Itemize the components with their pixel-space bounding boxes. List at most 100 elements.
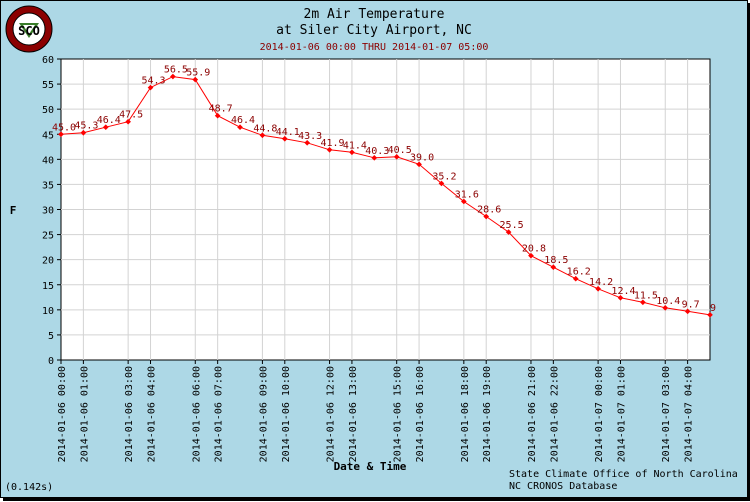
data-label: 9 (710, 303, 716, 314)
data-point (707, 312, 713, 318)
data-label: 39.0 (410, 152, 434, 163)
data-label: 12.4 (611, 286, 635, 297)
x-tick-label: 2014-01-06 00:00 (57, 366, 68, 462)
data-point (214, 112, 221, 119)
y-tick-label: 40 (42, 155, 54, 166)
data-label: 55.9 (186, 68, 210, 79)
x-tick-label: 2014-01-06 21:00 (527, 366, 538, 462)
data-point (595, 285, 601, 292)
credit-line-1: State Climate Office of North Carolina (509, 469, 738, 480)
data-label: 40.5 (388, 145, 412, 156)
y-tick-label: 55 (42, 80, 54, 91)
data-point (80, 129, 87, 136)
data-point (483, 213, 490, 220)
data-point (259, 132, 266, 139)
x-tick-label: 2014-01-06 04:00 (147, 366, 158, 462)
data-label: 25.5 (500, 220, 524, 231)
data-point (349, 149, 355, 156)
x-tick-label: 2014-01-07 03:00 (661, 366, 672, 462)
x-tick-label: 2014-01-06 15:00 (393, 366, 404, 462)
sco-logo: SCO (5, 5, 53, 53)
x-tick-label: 2014-01-07 04:00 (684, 366, 695, 462)
data-label: 31.6 (455, 189, 479, 200)
y-tick-label: 45 (42, 130, 54, 141)
x-axis-ticks: 2014-01-06 00:00 2014-01-06 01:00 2014-01-… (57, 360, 695, 462)
data-label: 18.5 (544, 255, 568, 266)
data-label: 47.5 (119, 110, 143, 121)
data-label: 10.4 (656, 296, 680, 307)
data-labels: 45.045.346.447.554.356.555.948.746.444.8… (52, 65, 716, 314)
data-label: 9.7 (682, 299, 700, 310)
data-point (684, 308, 691, 315)
data-point (662, 304, 669, 311)
grid-lines (61, 59, 710, 360)
x-tick-label: 2014-01-06 19:00 (482, 366, 493, 462)
data-point (550, 264, 557, 271)
data-point (572, 275, 579, 282)
data-point (371, 154, 378, 161)
x-tick-label: 2014-01-06 01:00 (79, 366, 90, 462)
data-label: 16.2 (567, 267, 591, 278)
y-tick-label: 50 (42, 105, 54, 116)
data-label: 48.7 (209, 104, 233, 115)
data-label: 44.1 (276, 127, 300, 138)
data-point (505, 229, 512, 235)
x-tick-label: 2014-01-06 10:00 (281, 366, 292, 462)
chart-subtitle: at Siler City Airport, NC (276, 23, 472, 38)
x-tick-label: 2014-01-07 01:00 (616, 366, 627, 462)
data-point (170, 73, 176, 80)
y-axis-label: F (10, 204, 17, 217)
y-tick-label: 15 (42, 281, 54, 292)
data-label: 11.5 (634, 290, 658, 301)
y-tick-label: 30 (42, 206, 54, 217)
data-point (304, 139, 311, 146)
logo-text: SCO (18, 24, 40, 38)
chart-title: 2m Air Temperature (304, 7, 445, 22)
data-point (147, 84, 154, 91)
x-tick-label: 2014-01-06 22:00 (549, 366, 560, 462)
data-point (640, 299, 646, 306)
data-point (528, 252, 534, 259)
render-time: (0.142s) (5, 482, 53, 493)
x-tick-label: 2014-01-06 09:00 (258, 366, 269, 462)
data-point (192, 76, 199, 83)
y-tick-label: 60 (42, 55, 54, 66)
data-label: 45.3 (74, 121, 98, 132)
data-point (281, 135, 288, 142)
series-line (60, 76, 711, 316)
data-label: 43.3 (298, 131, 322, 142)
x-tick-label: 2014-01-06 16:00 (415, 366, 426, 462)
y-axis-ticks: 0 5 10 15 20 25 30 35 40 45 50 55 60 (42, 55, 61, 367)
y-tick-label: 5 (48, 331, 54, 342)
data-label: 44.8 (253, 123, 277, 134)
x-tick-label: 2014-01-07 00:00 (594, 366, 605, 462)
data-point (416, 161, 422, 168)
x-tick-label: 2014-01-06 13:00 (348, 366, 359, 462)
data-label: 20.8 (522, 244, 546, 255)
x-tick-label: 2014-01-06 07:00 (214, 366, 225, 462)
data-point (102, 124, 109, 131)
data-label: 56.5 (164, 65, 188, 76)
data-point (460, 198, 467, 205)
x-tick-label: 2014-01-06 06:00 (191, 366, 202, 462)
y-tick-label: 10 (42, 306, 54, 317)
y-tick-label: 0 (48, 356, 54, 367)
data-label: 54.3 (141, 76, 165, 87)
y-tick-label: 35 (42, 180, 54, 191)
y-tick-label: 20 (42, 256, 54, 267)
x-tick-label: 2014-01-06 03:00 (124, 366, 135, 462)
data-point (438, 180, 445, 187)
x-tick-label: 2014-01-06 18:00 (460, 366, 471, 462)
data-label: 46.4 (97, 115, 121, 126)
data-point (326, 146, 333, 153)
x-tick-label: 2014-01-06 12:00 (326, 366, 337, 462)
data-label: 28.6 (477, 205, 501, 216)
data-point (237, 124, 243, 131)
data-point (125, 118, 131, 125)
y-tick-label: 25 (42, 231, 54, 242)
data-label: 41.9 (321, 138, 345, 149)
data-label: 14.2 (589, 277, 613, 288)
x-axis-label: Date & Time (334, 460, 407, 473)
